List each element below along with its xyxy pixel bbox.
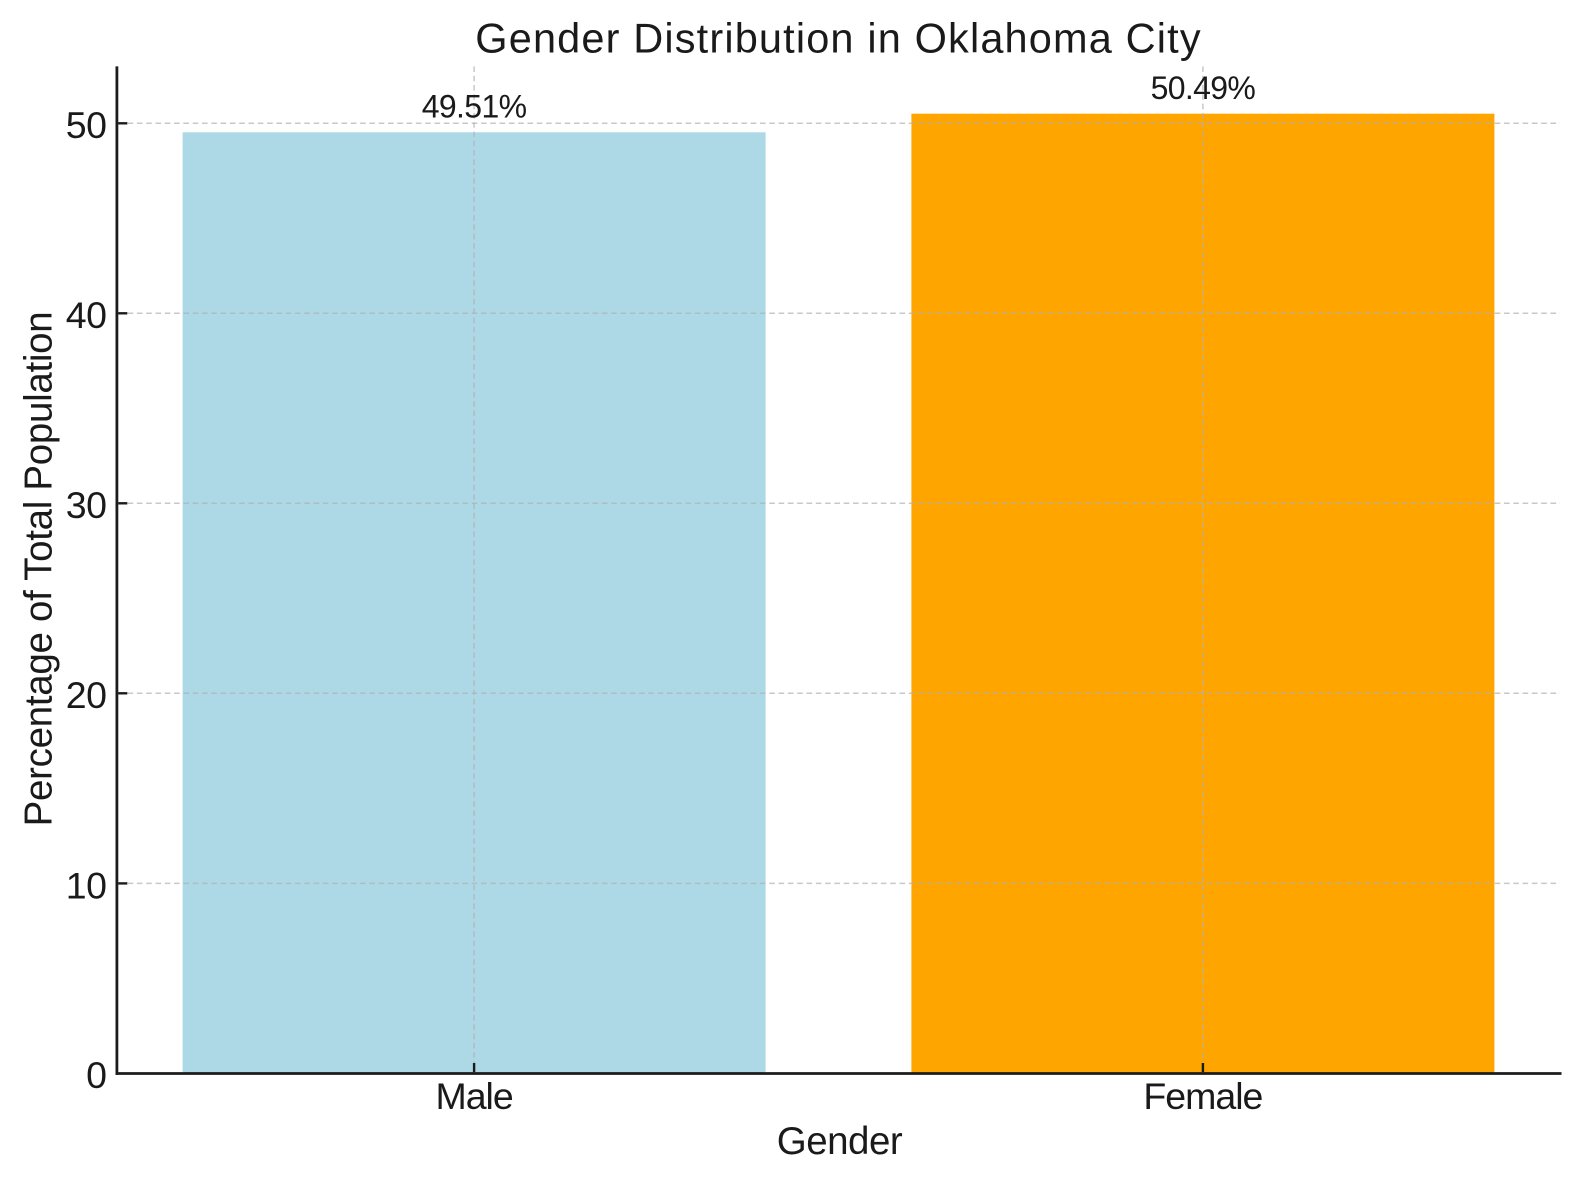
svg-text:50: 50	[66, 104, 107, 146]
svg-text:30: 30	[66, 484, 107, 526]
svg-text:Male: Male	[435, 1075, 512, 1117]
svg-text:40: 40	[66, 294, 107, 336]
svg-text:Gender: Gender	[777, 1120, 903, 1163]
svg-text:50.49%: 50.49%	[1151, 70, 1256, 106]
svg-text:10: 10	[66, 864, 107, 906]
svg-text:Female: Female	[1143, 1075, 1262, 1117]
svg-text:Percentage of Total Population: Percentage of Total Population	[18, 312, 61, 827]
svg-text:20: 20	[66, 674, 107, 716]
svg-text:Gender Distribution in Oklahom: Gender Distribution in Oklahoma City	[475, 15, 1201, 62]
svg-text:49.51%: 49.51%	[422, 89, 527, 125]
svg-text:0: 0	[86, 1054, 106, 1096]
